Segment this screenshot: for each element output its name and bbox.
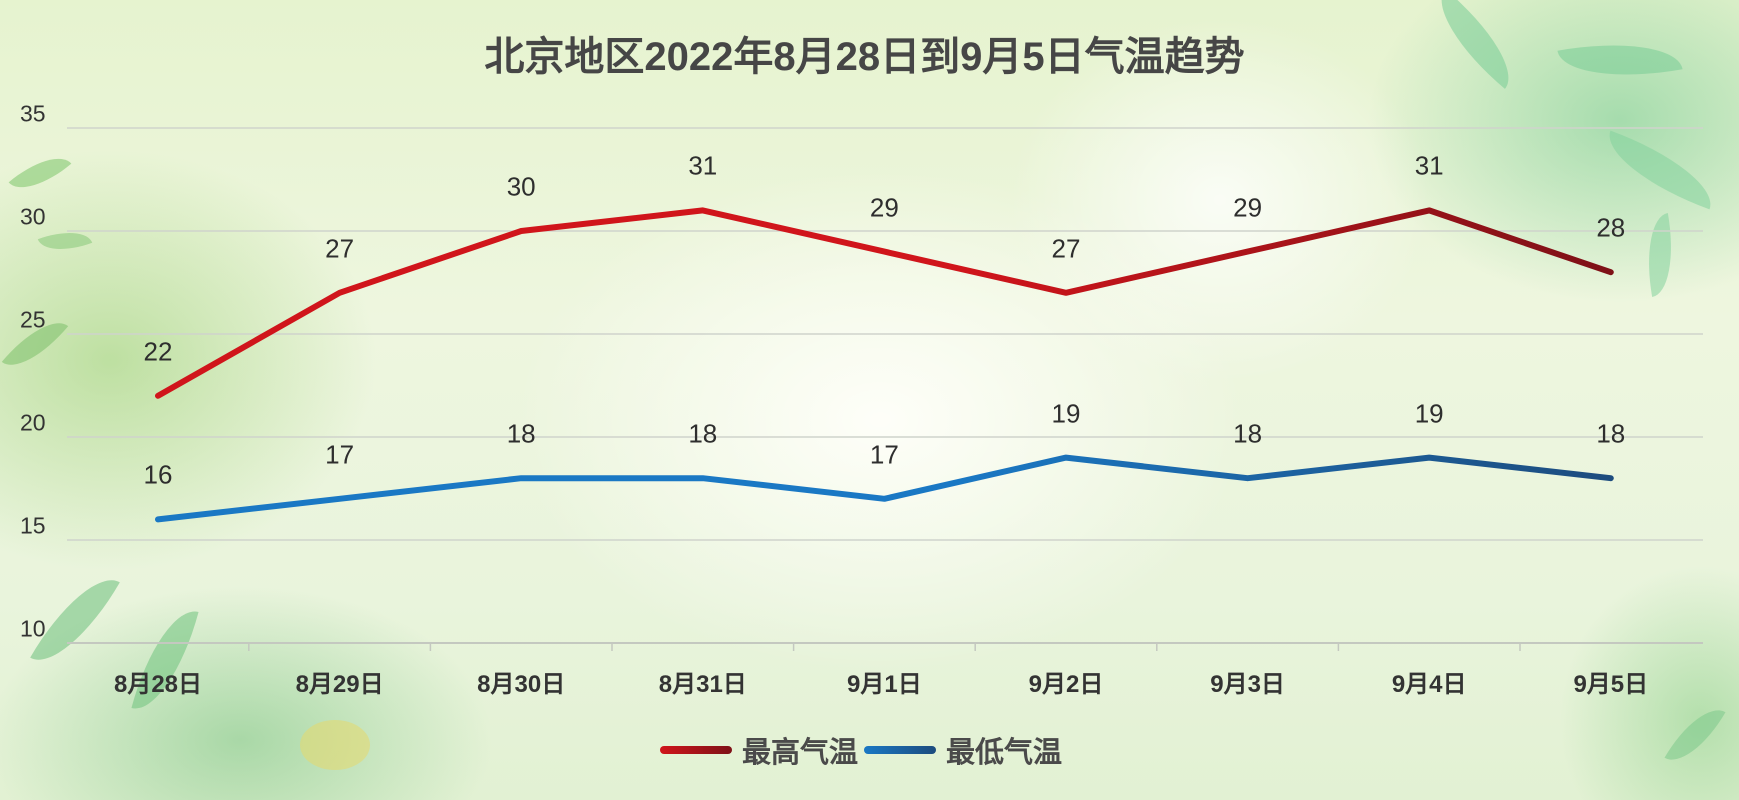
data-label: 17 <box>325 439 355 470</box>
data-label: 17 <box>869 439 899 470</box>
chart-title: 北京地区2022年8月28日到9月5日气温趋势 <box>484 35 1245 79</box>
data-label: 16 <box>143 459 173 490</box>
data-label: 27 <box>1051 233 1081 264</box>
data-label: 18 <box>1596 418 1626 449</box>
x-tick-label: 8月30日 <box>477 671 566 698</box>
y-tick-label: 35 <box>20 100 46 127</box>
x-tick-label: 9月5日 <box>1573 671 1649 698</box>
legend-line-low-icon <box>864 746 937 754</box>
x-tick-label: 8月31日 <box>658 671 747 698</box>
data-label: 31 <box>1414 150 1444 181</box>
x-tick-label: 9月1日 <box>847 671 922 698</box>
data-label: 28 <box>1596 212 1626 243</box>
data-label: 22 <box>143 336 173 367</box>
legend-item-high[interactable]: 最高气温 <box>660 729 858 771</box>
y-tick-label: 15 <box>20 512 46 539</box>
x-axis <box>248 643 1521 651</box>
data-label: 27 <box>325 233 355 264</box>
data-label: 29 <box>1233 192 1263 223</box>
legend-line-high-icon <box>660 746 732 754</box>
y-tick-label: 10 <box>20 615 46 642</box>
y-tick-label: 25 <box>20 306 46 333</box>
x-tick-label: 9月3日 <box>1210 671 1285 698</box>
data-label: 19 <box>1414 398 1444 429</box>
data-label: 29 <box>869 192 899 223</box>
x-tick-label: 8月28日 <box>113 671 203 698</box>
data-label: 18 <box>1233 418 1263 449</box>
data-label: 19 <box>1051 398 1081 429</box>
legend-label-low: 最低气温 <box>946 737 1063 769</box>
data-label: 18 <box>506 418 536 449</box>
series-line-high <box>155 207 1614 399</box>
y-tick-label: 20 <box>20 409 46 436</box>
series-line-low <box>155 454 1614 523</box>
legend: 最高气温 最低气温 <box>660 733 1068 769</box>
x-tick-label: 8月29日 <box>295 671 384 698</box>
data-label: 18 <box>688 418 718 449</box>
gridlines <box>67 127 1703 644</box>
legend-item-low[interactable]: 最低气温 <box>864 729 1062 771</box>
data-label: 31 <box>688 150 718 181</box>
data-label: 30 <box>506 171 536 202</box>
x-tick-label: 9月2日 <box>1028 671 1104 698</box>
x-tick-label: 9月4日 <box>1391 671 1467 698</box>
legend-label-high: 最高气温 <box>742 737 859 769</box>
leaf-decoration-icon <box>300 720 370 770</box>
y-tick-label: 30 <box>20 203 46 230</box>
